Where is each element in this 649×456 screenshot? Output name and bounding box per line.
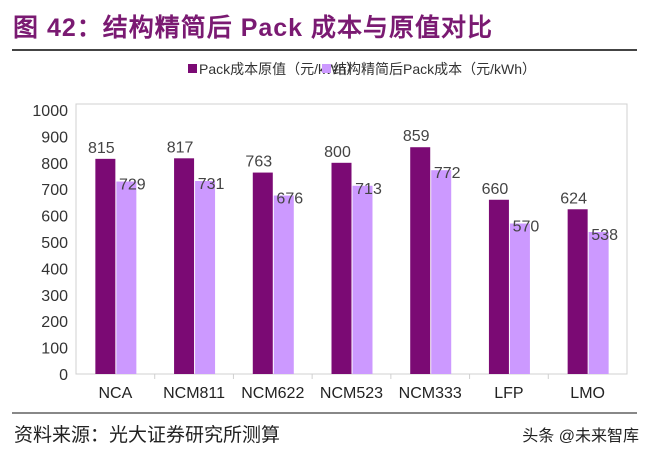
data-label: 570 <box>513 219 540 236</box>
bar-original <box>174 158 195 374</box>
y-tick-label: 100 <box>41 341 68 358</box>
y-tick-label: 900 <box>41 129 68 146</box>
y-tick-label: 500 <box>41 235 68 252</box>
data-label: 731 <box>198 176 225 193</box>
data-label: 624 <box>560 190 587 207</box>
y-tick-label: 0 <box>59 367 68 384</box>
x-tick-label: LFP <box>494 385 523 402</box>
top-rule <box>12 49 637 51</box>
y-tick-label: 400 <box>41 261 68 278</box>
x-tick-label: NCM622 <box>241 385 304 402</box>
data-label: 859 <box>403 128 430 145</box>
x-tick-label: NCM811 <box>163 385 225 402</box>
bar-original <box>410 147 431 374</box>
x-tick-label: NCM523 <box>320 385 383 402</box>
bar-simplified <box>509 223 530 374</box>
data-label: 800 <box>324 144 351 161</box>
legend-label: Pack成本原值（元/kWh） <box>199 61 360 77</box>
data-label: 538 <box>591 227 618 244</box>
legend-label: 结构精简后Pack成本（元/kWh） <box>333 61 536 77</box>
bar-original <box>252 172 273 374</box>
y-tick-label: 700 <box>41 182 68 199</box>
y-tick-label: 800 <box>41 156 68 173</box>
bar-original <box>331 162 352 374</box>
bottom-rule <box>12 412 637 414</box>
data-label: 763 <box>245 154 272 171</box>
y-tick-label: 1000 <box>32 103 68 120</box>
bar-simplified <box>588 231 609 374</box>
bar-original <box>488 199 509 374</box>
x-tick-label: LMO <box>570 385 605 402</box>
legend-swatch <box>188 64 197 73</box>
data-label: 729 <box>119 177 146 194</box>
legend-swatch <box>322 64 331 73</box>
bar-original <box>567 209 588 374</box>
y-tick-label: 200 <box>41 314 68 331</box>
bar-simplified <box>352 185 373 374</box>
x-tick-label: NCA <box>98 385 132 402</box>
bar-simplified <box>431 170 452 374</box>
data-label: 660 <box>482 181 509 198</box>
bar-simplified <box>116 181 137 374</box>
bar-simplified <box>273 195 294 374</box>
bar-original <box>95 158 116 374</box>
x-tick-label: NCM333 <box>399 385 462 402</box>
data-label: 713 <box>355 181 382 198</box>
watermark: 头条 @未来智库 <box>522 428 639 445</box>
data-label: 676 <box>276 191 303 208</box>
data-label: 817 <box>167 139 194 156</box>
source-note: 资料来源：光大证券研究所测算 <box>14 424 281 446</box>
bar-simplified <box>195 181 216 374</box>
data-label: 815 <box>88 140 115 157</box>
bar-chart: 0 100 200 300 400 500 600 700 800 900 1000 NCA 815 72… <box>32 61 628 402</box>
y-tick-label: 300 <box>41 288 68 305</box>
figure-title: 图 42：结构精简后 Pack 成本与原值对比 <box>13 14 494 42</box>
data-label: 772 <box>434 165 461 182</box>
y-tick-label: 600 <box>41 209 68 226</box>
